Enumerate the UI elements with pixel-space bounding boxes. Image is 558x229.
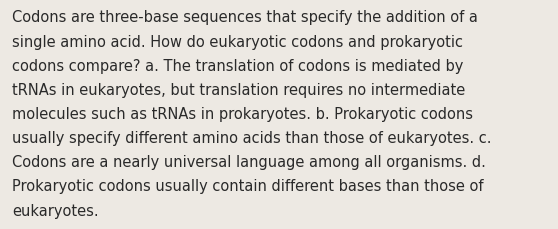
Text: eukaryotes.: eukaryotes.: [12, 203, 99, 218]
Text: codons compare? a. The translation of codons is mediated by: codons compare? a. The translation of co…: [12, 58, 464, 73]
Text: single amino acid. How do eukaryotic codons and prokaryotic: single amino acid. How do eukaryotic cod…: [12, 34, 463, 49]
Text: tRNAs in eukaryotes, but translation requires no intermediate: tRNAs in eukaryotes, but translation req…: [12, 82, 465, 97]
Text: usually specify different amino acids than those of eukaryotes. c.: usually specify different amino acids th…: [12, 131, 492, 145]
Text: molecules such as tRNAs in prokaryotes. b. Prokaryotic codons: molecules such as tRNAs in prokaryotes. …: [12, 106, 473, 121]
Text: Codons are a nearly universal language among all organisms. d.: Codons are a nearly universal language a…: [12, 155, 486, 169]
Text: Prokaryotic codons usually contain different bases than those of: Prokaryotic codons usually contain diffe…: [12, 179, 484, 194]
Text: Codons are three-base sequences that specify the addition of a: Codons are three-base sequences that spe…: [12, 10, 478, 25]
